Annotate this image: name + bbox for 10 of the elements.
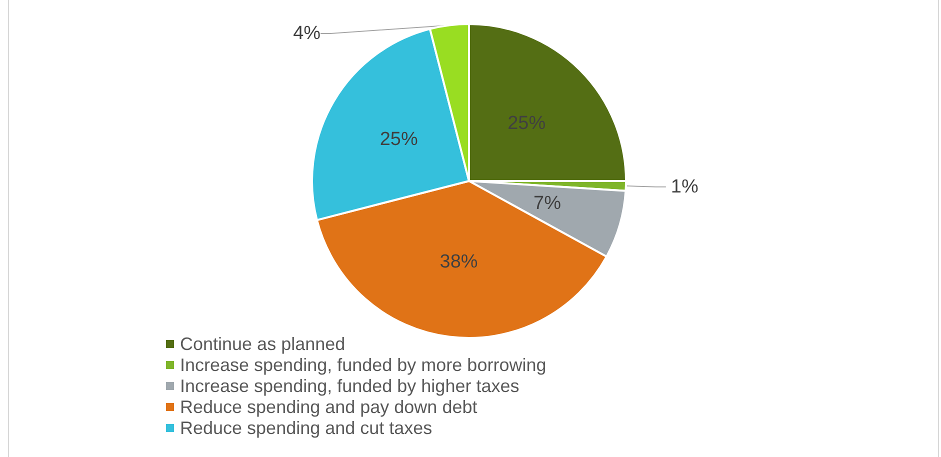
- legend-label: Continue as planned: [180, 334, 346, 354]
- legend-label: Increase spending, funded by higher taxes: [180, 376, 520, 396]
- legend-label: Increase spending, funded by more borrowing: [180, 355, 546, 375]
- data-label: 1%: [670, 176, 698, 198]
- data-label: 7%: [534, 193, 562, 214]
- data-label: 4%: [293, 23, 321, 44]
- legend-label: Reduce spending and cut taxes: [180, 418, 432, 438]
- data-label: 25%: [380, 129, 418, 150]
- legend-label: Reduce spending and pay down debt: [180, 397, 478, 417]
- data-label: 38%: [440, 251, 478, 272]
